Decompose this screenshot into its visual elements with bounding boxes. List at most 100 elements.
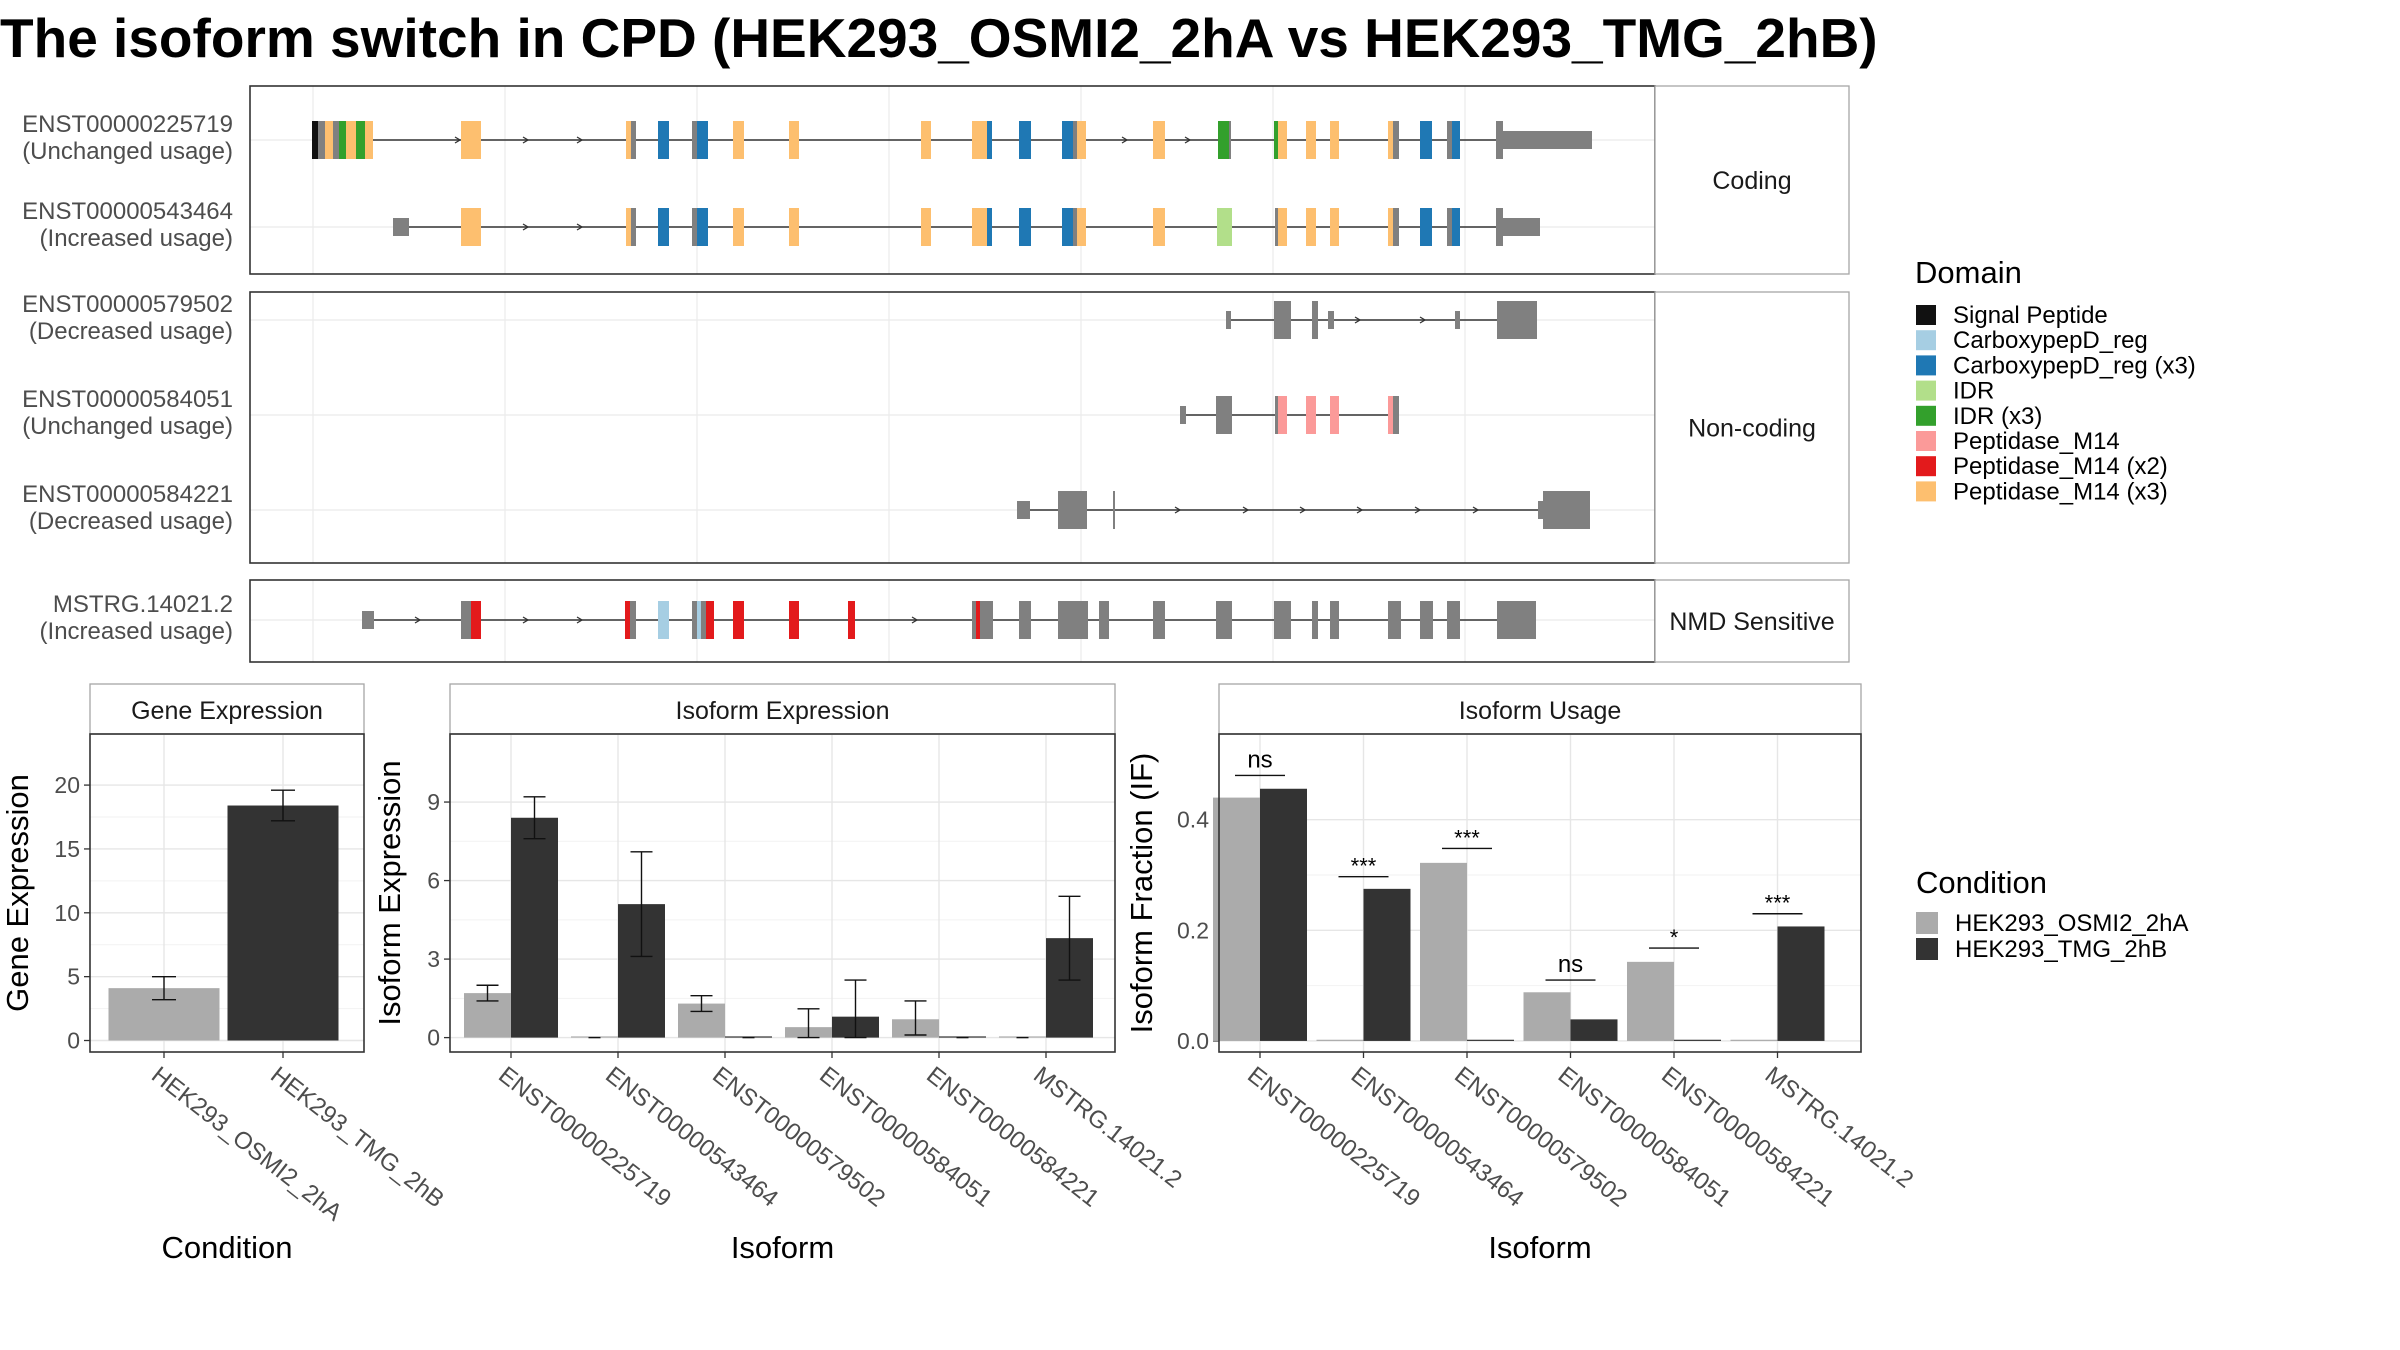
exon xyxy=(1275,396,1278,434)
y-tick-label: 0 xyxy=(67,1028,80,1054)
strand-arrow xyxy=(522,223,530,231)
isoform-usage-label: (Unchanged usage) xyxy=(22,138,233,165)
isoform-label: ENST00000584221 xyxy=(22,481,233,508)
isoform-track xyxy=(1226,301,1537,339)
structure-panel-background xyxy=(250,292,1655,563)
exon xyxy=(972,601,976,639)
isoform-label: ENST00000584051 xyxy=(22,386,233,413)
bar xyxy=(1674,1039,1721,1041)
domain-exon xyxy=(325,121,333,159)
exon xyxy=(1274,601,1291,639)
exon xyxy=(1447,121,1452,159)
domain-legend-label: Signal Peptide xyxy=(1953,302,2108,329)
exon xyxy=(692,601,697,639)
x-tick-label: ENST00000543464 xyxy=(600,1061,783,1212)
x-tick-label: ENST00000584051 xyxy=(814,1061,997,1212)
domain-exon xyxy=(1062,121,1073,159)
figure-title: The isoform switch in CPD (HEK293_OSMI2_… xyxy=(0,7,1878,69)
y-axis-title: Gene Expression xyxy=(0,774,35,1012)
y-tick-label: 6 xyxy=(427,868,440,894)
y-tick-label: 0.2 xyxy=(1177,917,1209,943)
domain-exon xyxy=(1388,396,1393,434)
strand-arrow xyxy=(1356,506,1364,514)
domain-exon xyxy=(1077,121,1086,159)
strand-arrow xyxy=(414,616,422,624)
domain-legend-entry: Peptidase_M14 (x3) xyxy=(1916,478,2168,505)
isoform-track xyxy=(362,601,1536,639)
x-axis-title: Isoform xyxy=(731,1230,834,1265)
domain-legend-label: Peptidase_M14 (x3) xyxy=(1953,478,2168,505)
exon xyxy=(1330,601,1339,639)
strand-arrow xyxy=(576,136,584,144)
exon xyxy=(1388,601,1401,639)
condition-legend-entry: HEK293_TMG_2hB xyxy=(1916,936,2167,963)
structure-panel-background xyxy=(250,86,1655,274)
exon xyxy=(692,121,697,159)
condition-legend-label: HEK293_TMG_2hB xyxy=(1955,936,2167,963)
bar xyxy=(1467,1039,1514,1041)
isoform-usage-label: (Decreased usage) xyxy=(29,508,233,535)
domain-exon xyxy=(658,121,669,159)
exon xyxy=(1216,601,1232,639)
exon xyxy=(393,218,409,236)
exon xyxy=(1226,311,1231,329)
condition-legend-entry: HEK293_OSMI2_2hA xyxy=(1916,910,2188,937)
domain-exon xyxy=(733,601,744,639)
x-tick-label: ENST00000225719 xyxy=(1242,1061,1425,1212)
isoform-label: ENST00000543464 xyxy=(22,198,233,225)
domain-exon xyxy=(1062,208,1073,246)
domain-legend-label: Peptidase_M14 xyxy=(1953,428,2120,455)
structure-panel-background xyxy=(250,580,1655,662)
domain-exon xyxy=(625,601,630,639)
bar xyxy=(1363,888,1411,1041)
strand-arrow xyxy=(1354,316,1362,324)
domain-exon xyxy=(346,121,356,159)
domain-exon xyxy=(1330,396,1339,434)
domain-exon xyxy=(339,121,346,159)
chart-strip xyxy=(1218,683,1862,735)
exon xyxy=(1503,218,1540,236)
isoform-usage-label: (Decreased usage) xyxy=(29,318,233,345)
y-tick-label: 15 xyxy=(54,836,80,862)
x-tick-label: ENST00000543464 xyxy=(1346,1061,1529,1212)
condition-legend-key xyxy=(1916,912,1938,934)
significance-label: *** xyxy=(1765,891,1791,916)
domain-exon xyxy=(1077,208,1086,246)
isoform-usage-label: (Increased usage) xyxy=(40,225,233,252)
strand-arrow xyxy=(1174,506,1182,514)
exon xyxy=(461,601,471,639)
bar-chart-panel: Isoform Usage0.00.20.4ns******ns****ENST… xyxy=(1124,683,1918,1265)
exon xyxy=(333,121,339,159)
domain-legend-key xyxy=(1916,380,1936,401)
domain-exon xyxy=(697,121,708,159)
exon xyxy=(362,611,374,629)
domain-legend-label: CarboxypepD_reg xyxy=(1953,327,2148,354)
exon xyxy=(1058,601,1088,639)
strand-arrow xyxy=(454,136,462,144)
exon xyxy=(318,121,325,159)
facet-strip-label: NMD Sensitive xyxy=(1669,608,1834,636)
exon xyxy=(1113,491,1115,529)
exon xyxy=(701,601,706,639)
x-tick-label: ENST00000579502 xyxy=(707,1061,890,1212)
y-tick-label: 0 xyxy=(427,1025,440,1051)
x-tick-label: ENST00000225719 xyxy=(493,1061,676,1212)
domain-exon xyxy=(987,121,992,159)
exon xyxy=(1312,601,1318,639)
chart-title: Isoform Expression xyxy=(676,697,890,725)
structure-panel: NMD Sensitive xyxy=(249,579,1850,663)
legends: Domain Signal PeptideCarboxypepD_regCarbo… xyxy=(1915,255,2196,963)
x-tick-label: ENST00000584221 xyxy=(921,1061,1104,1212)
domain-exon xyxy=(658,208,669,246)
strand-arrow xyxy=(1184,136,1192,144)
chart-title: Isoform Usage xyxy=(1459,697,1622,725)
strand-arrow xyxy=(576,223,584,231)
y-tick-label: 9 xyxy=(427,789,440,815)
chart-panel-border xyxy=(1218,733,1862,1053)
domain-exon xyxy=(1153,208,1165,246)
domain-legend-entry: Signal Peptide xyxy=(1916,302,2108,329)
y-tick-label: 3 xyxy=(427,946,440,972)
domain-exon xyxy=(365,121,373,159)
domain-exon xyxy=(921,208,931,246)
